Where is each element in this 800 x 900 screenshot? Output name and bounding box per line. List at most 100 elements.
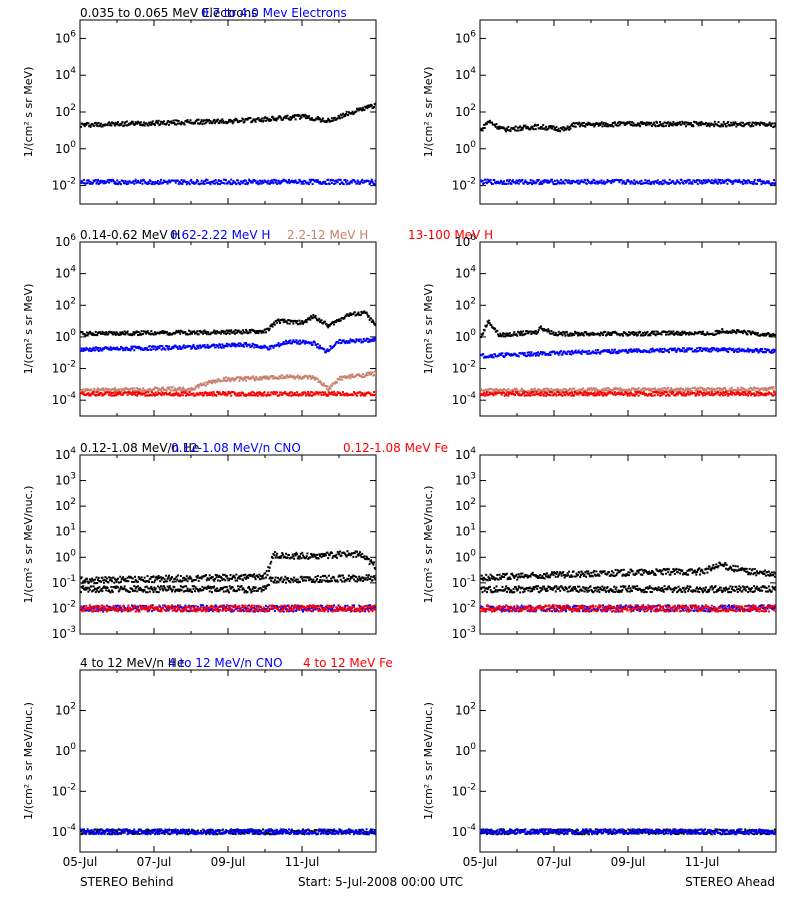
- data-point: [109, 390, 112, 393]
- data-point: [577, 179, 580, 182]
- data-point: [296, 391, 299, 394]
- data-point: [258, 378, 261, 381]
- data-point: [750, 333, 753, 336]
- data-point: [284, 376, 287, 379]
- data-point: [747, 350, 750, 353]
- data-point: [519, 330, 522, 333]
- data-point: [483, 126, 486, 129]
- data-point: [636, 123, 639, 126]
- data-point: [633, 182, 636, 185]
- data-point: [304, 342, 307, 345]
- data-point: [650, 125, 653, 128]
- data-point: [120, 390, 123, 393]
- data-point: [770, 392, 773, 395]
- data-point: [339, 375, 341, 378]
- data-point: [202, 120, 205, 123]
- data-point: [221, 343, 224, 346]
- data-point: [222, 346, 225, 349]
- data-point: [639, 392, 642, 395]
- data-point: [650, 121, 653, 124]
- data-point: [285, 392, 288, 395]
- data-point: [80, 349, 82, 352]
- data-point: [159, 344, 162, 347]
- data-point: [566, 125, 569, 128]
- data-point: [726, 348, 729, 351]
- data-point: [361, 311, 364, 314]
- data-point: [606, 123, 609, 126]
- data-point: [592, 122, 595, 125]
- data-point: [211, 121, 214, 124]
- data-point: [370, 321, 373, 324]
- data-point: [689, 123, 692, 126]
- data-point: [613, 392, 616, 395]
- data-point: [515, 333, 518, 336]
- data-point: [145, 347, 148, 350]
- data-point: [559, 332, 562, 335]
- data-point: [577, 390, 580, 393]
- data-point: [493, 123, 496, 126]
- data-point: [729, 330, 732, 333]
- data-point: [636, 391, 639, 394]
- data-point: [234, 345, 237, 348]
- data-point: [324, 391, 327, 394]
- data-point: [717, 391, 720, 394]
- data-point: [696, 179, 699, 182]
- data-point: [517, 355, 520, 358]
- data-point: [155, 346, 158, 349]
- data-point: [553, 183, 556, 186]
- data-point: [200, 384, 203, 387]
- data-point: [534, 123, 537, 126]
- data-point: [630, 392, 633, 395]
- data-point: [540, 351, 543, 354]
- data-point: [256, 331, 259, 334]
- data-point: [276, 344, 279, 347]
- data-point: [290, 180, 293, 183]
- data-point: [213, 122, 216, 125]
- data-point: [165, 180, 168, 183]
- data-point: [628, 389, 631, 392]
- data-point: [551, 332, 554, 335]
- data-point: [110, 124, 113, 127]
- data-point: [237, 329, 240, 332]
- data-point: [723, 347, 726, 350]
- data-point: [367, 372, 370, 375]
- data-point: [105, 180, 108, 183]
- data-point: [508, 179, 511, 182]
- data-point: [302, 322, 304, 325]
- data-point: [675, 122, 678, 125]
- data-point: [688, 390, 691, 393]
- data-point: [727, 348, 730, 351]
- data-point: [633, 179, 636, 182]
- data-point: [175, 391, 178, 394]
- data-point: [322, 180, 325, 183]
- data-point: [101, 330, 104, 333]
- data-point: [609, 331, 612, 334]
- data-point: [741, 389, 744, 392]
- data-point: [329, 345, 332, 348]
- data-point: [225, 329, 228, 332]
- data-point: [350, 393, 353, 396]
- data-point: [234, 378, 237, 381]
- data-point: [82, 350, 85, 353]
- data-point: [156, 179, 159, 182]
- data-point: [494, 390, 497, 393]
- data-point: [179, 123, 182, 126]
- data-point: [504, 352, 507, 355]
- data-point: [118, 124, 121, 127]
- data-point: [672, 391, 675, 394]
- data-point: [741, 332, 744, 335]
- data-point: [616, 391, 619, 394]
- data-point: [768, 335, 771, 338]
- data-point: [663, 347, 666, 350]
- data-point: [622, 180, 625, 183]
- data-point: [148, 182, 151, 185]
- data-point: [586, 388, 589, 391]
- data-point: [260, 378, 263, 381]
- data-point: [771, 351, 774, 354]
- data-point: [539, 388, 542, 391]
- data-point: [758, 389, 761, 392]
- data-point: [496, 181, 499, 184]
- data-point: [565, 330, 568, 333]
- data-point: [547, 328, 550, 331]
- data-point: [183, 123, 186, 126]
